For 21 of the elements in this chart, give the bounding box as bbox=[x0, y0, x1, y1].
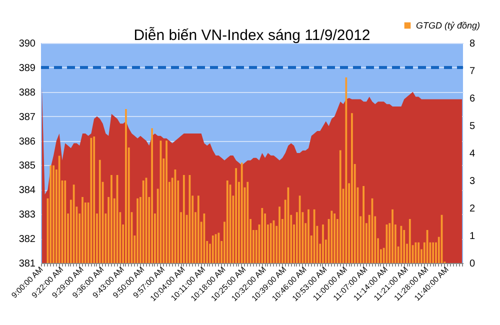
y2-tick-label: 5 bbox=[470, 121, 476, 132]
y-tick-label: 388 bbox=[18, 87, 36, 98]
y-tick-label: 390 bbox=[18, 38, 36, 50]
y2-tick-label: 3 bbox=[470, 176, 476, 187]
y-tick-label: 384 bbox=[18, 185, 36, 196]
y2-tick-label: 0 bbox=[470, 258, 476, 270]
y-tick-label: 389 bbox=[18, 62, 36, 74]
y-tick-label: 387 bbox=[18, 112, 36, 123]
y2-tick-label: 2 bbox=[470, 204, 476, 214]
y2-tick-label: 8 bbox=[470, 38, 476, 50]
y2-tick-label: 6 bbox=[470, 94, 476, 104]
y-tick-label: 382 bbox=[18, 234, 36, 246]
chart-title: Diễn biến VN-Index sáng 11/9/2012 bbox=[134, 27, 370, 44]
y2-tick-label: 4 bbox=[470, 148, 476, 160]
y2-tick-label: 7 bbox=[470, 66, 476, 77]
y-tick-label: 386 bbox=[18, 136, 36, 148]
y-tick-label: 383 bbox=[18, 210, 36, 221]
legend-label: GTGD (tỷ đồng) bbox=[416, 20, 480, 30]
y-tick-label: 381 bbox=[18, 258, 36, 270]
y-tick-label: 385 bbox=[18, 160, 36, 172]
y2-tick-label: 1 bbox=[470, 231, 476, 242]
